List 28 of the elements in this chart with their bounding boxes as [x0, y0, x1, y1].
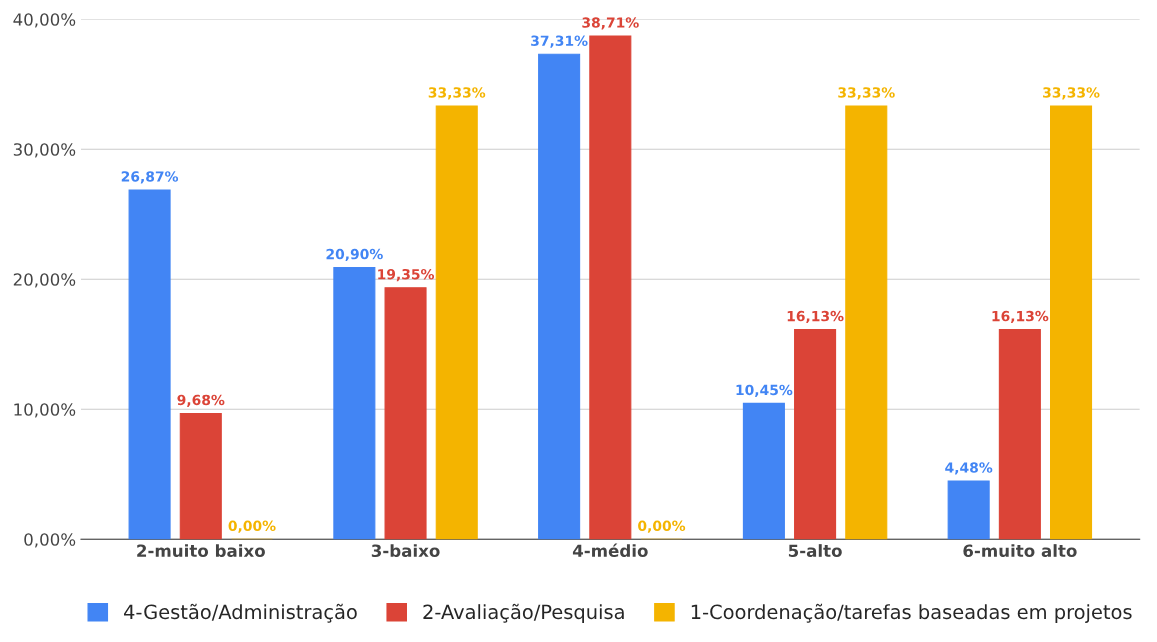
- data-label: 16,13%: [787, 310, 844, 324]
- data-label: 16,13%: [992, 310, 1049, 324]
- x-tick-label: 5-alto: [788, 544, 842, 558]
- data-label: 37,31%: [531, 35, 588, 48]
- data-label: 9,68%: [177, 394, 225, 407]
- data-label: 26,87%: [121, 171, 179, 184]
- x-tick-label: 6-muito alto: [963, 544, 1077, 558]
- data-label: 20,90%: [326, 248, 383, 262]
- data-label: 33,33%: [838, 87, 895, 100]
- data-label: 33,33%: [1043, 87, 1100, 100]
- x-tick-label: 3-baixo: [371, 544, 440, 558]
- data-label: 10,45%: [736, 384, 793, 397]
- x-tick-label: 4-médio: [572, 543, 648, 558]
- y-tick-label: 40,00%: [13, 13, 76, 28]
- y-tick-label: 10,00%: [14, 403, 76, 418]
- x-tick-label: 2-muito baixo: [137, 544, 265, 558]
- y-tick-label: 0,00%: [24, 533, 76, 548]
- data-label: 19,35%: [378, 268, 435, 282]
- y-tick-label: 30,00%: [13, 143, 76, 158]
- data-label: 33,33%: [428, 87, 486, 100]
- data-label: 0,00%: [228, 520, 276, 533]
- data-label: 0,00%: [638, 520, 686, 533]
- legend-label: 4-Gestão/Administração: [124, 603, 357, 623]
- legend-label: 1-Coordenação/tarefas baseadas em projetos: [691, 603, 1132, 623]
- y-tick-label: 20,00%: [13, 273, 76, 288]
- legend-label: 2-Avaliação/Pesquisa: [423, 603, 624, 623]
- data-label: 4,48%: [945, 462, 993, 475]
- data-label: 38,71%: [582, 17, 639, 30]
